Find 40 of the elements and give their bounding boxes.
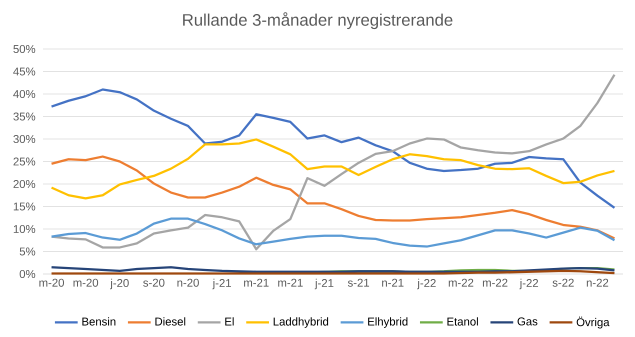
chart-title: Rullande 3-månader nyregistrerande bbox=[183, 12, 452, 30]
x-tick-label: m-21 bbox=[244, 278, 269, 287]
legend-label: Övriga bbox=[576, 316, 610, 328]
legend-label: Etanol bbox=[447, 317, 478, 326]
y-tick-label: 15% bbox=[14, 202, 36, 210]
x-tick-label: n-22 bbox=[586, 278, 608, 287]
legend-label: Laddhybrid bbox=[274, 317, 328, 328]
legend-label: Bensin bbox=[82, 317, 116, 326]
x-tick-label: m-20 bbox=[73, 278, 98, 287]
x-tick-label: m-22 bbox=[482, 278, 508, 287]
x-tick-label: j-20 bbox=[110, 278, 129, 290]
line-series bbox=[50, 88, 616, 209]
y-tick-label: 20% bbox=[14, 180, 36, 188]
legend-label: El bbox=[225, 317, 234, 326]
y-tick-label: 5% bbox=[20, 248, 36, 256]
x-tick-label: m-20 bbox=[39, 278, 64, 287]
legend-label: Elhybrid bbox=[368, 317, 408, 328]
x-tick-label: j-22 bbox=[417, 278, 436, 290]
y-tick-label: 25% bbox=[14, 158, 36, 166]
legend-label: Diesel bbox=[155, 317, 186, 326]
x-tick-label: s-20 bbox=[143, 278, 164, 287]
x-tick-label: s-21 bbox=[348, 278, 370, 287]
x-tick-label: m-22 bbox=[448, 278, 474, 287]
x-tick-label: j-22 bbox=[519, 278, 538, 290]
legend-label: Gas bbox=[518, 317, 538, 326]
x-tick-label: j-21 bbox=[314, 278, 334, 290]
y-tick-label: 45% bbox=[13, 68, 36, 76]
y-tick-label: 10% bbox=[14, 225, 36, 234]
line-series bbox=[50, 138, 616, 200]
x-tick-label: n-21 bbox=[382, 278, 404, 287]
y-tick-label: 0% bbox=[20, 270, 36, 278]
y-tick-label: 35% bbox=[13, 112, 36, 121]
y-tick-label: 50% bbox=[13, 45, 36, 54]
x-tick-label: s-22 bbox=[552, 278, 574, 287]
x-tick-label: m-21 bbox=[278, 278, 303, 287]
x-tick-label: j-21 bbox=[212, 278, 232, 290]
y-tick-label: 30% bbox=[13, 135, 36, 144]
y-tick-label: 40% bbox=[13, 90, 36, 98]
line-series bbox=[50, 74, 616, 250]
x-tick-label: n-20 bbox=[177, 278, 199, 287]
